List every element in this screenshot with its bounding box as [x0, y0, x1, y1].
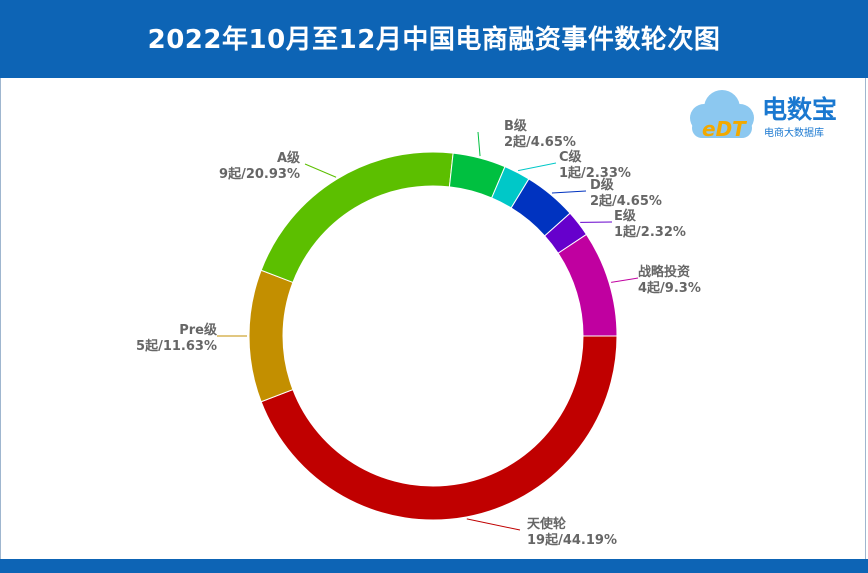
slice-label: D级: [590, 177, 615, 193]
logo-sub-text: 电商大数据库: [764, 126, 824, 139]
donut-slice: [557, 233, 618, 337]
chart-title: 2022年10月至12月中国电商融资事件数轮次图: [147, 24, 721, 55]
slice-value-label: 2起/4.65%: [590, 193, 662, 209]
slice-value-label: 1起/2.33%: [559, 165, 631, 181]
slice-label: Pre级: [179, 322, 218, 338]
slice-label: C级: [559, 149, 583, 165]
leader-line: [551, 190, 587, 194]
brand-logo: eDT 电数宝 电商大数据库: [690, 90, 837, 141]
title-bar: 2022年10月至12月中国电商融资事件数轮次图: [0, 0, 868, 78]
slice-value-label: 1起/2.32%: [614, 224, 686, 240]
slice-value-label: 19起/44.19%: [527, 532, 617, 548]
slice-value-label: 5起/11.63%: [136, 338, 217, 354]
slice-label: 战略投资: [638, 264, 690, 280]
leader-line: [517, 162, 557, 172]
donut-slice: [260, 335, 618, 521]
leader-line: [304, 163, 337, 178]
logo-mark: eDT: [702, 117, 747, 141]
footer-bar: [0, 559, 868, 573]
slice-label: E级: [614, 208, 637, 224]
slice-label: B级: [504, 118, 528, 134]
leader-line: [477, 131, 481, 157]
slice-value-label: 2起/4.65%: [504, 134, 576, 150]
slice-label: 天使轮: [527, 516, 566, 532]
slice-value-label: 9起/20.93%: [219, 166, 300, 182]
slice-label: A级: [277, 150, 301, 166]
slice-value-label: 4起/9.3%: [638, 280, 701, 296]
leader-line: [466, 518, 521, 531]
donut-slice: [248, 269, 294, 403]
leader-line: [611, 277, 639, 283]
logo-main-text: 电数宝: [762, 95, 837, 124]
cloud-icon: [690, 90, 754, 138]
